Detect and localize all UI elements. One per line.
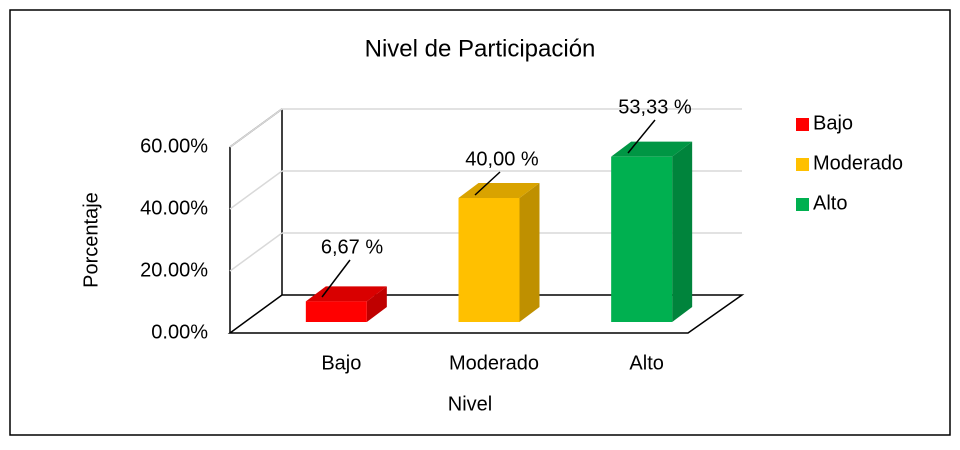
y-tick-label: 40.00% (140, 197, 208, 219)
floor (227, 294, 745, 334)
data-label: 40,00 % (465, 148, 539, 170)
x-tick-label: Bajo (321, 352, 361, 374)
data-label: 53,33 % (618, 96, 692, 118)
y-axis-title: Porcentaje (80, 192, 102, 288)
x-tick-label: Alto (629, 352, 663, 374)
leader-line (627, 119, 656, 154)
bar (305, 301, 367, 322)
legend-label: Moderado (813, 152, 903, 174)
chart-title: Nivel de Participación (365, 35, 596, 62)
y-tick-label: 0.00% (151, 321, 208, 343)
bar-side (366, 286, 387, 322)
bar-top (611, 141, 693, 157)
x-axis-title: Nivel (448, 393, 492, 415)
bar-side (672, 141, 693, 322)
legend-swatch (796, 158, 809, 171)
bar (611, 156, 673, 322)
bar (458, 198, 520, 322)
legend-swatch (796, 198, 809, 211)
grid-line-side (229, 108, 283, 148)
bar-side (519, 183, 540, 322)
bar-top (458, 183, 540, 198)
legend-label: Alto (813, 192, 847, 214)
legend-swatch (796, 118, 809, 131)
bar-top (305, 286, 387, 302)
grid-line-side (229, 232, 283, 272)
x-tick-label: Moderado (449, 352, 539, 374)
leader-line (321, 259, 351, 298)
legend-label: Bajo (813, 112, 853, 134)
y-tick-label: 60.00% (140, 135, 208, 157)
leader-line (474, 171, 501, 196)
data-label: 6,67 % (321, 236, 383, 258)
y-tick-label: 20.00% (140, 259, 208, 281)
grid-line-side (229, 170, 283, 210)
